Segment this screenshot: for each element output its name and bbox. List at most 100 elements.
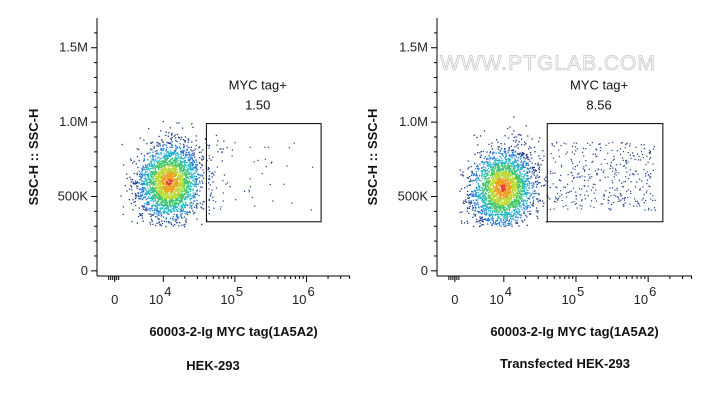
data-point bbox=[160, 193, 162, 195]
data-point bbox=[497, 197, 500, 199]
data-point bbox=[178, 169, 181, 171]
data-point bbox=[180, 214, 182, 217]
data-point bbox=[156, 209, 158, 212]
data-point bbox=[524, 179, 526, 181]
data-point bbox=[497, 203, 499, 206]
data-point bbox=[174, 206, 176, 209]
data-point bbox=[151, 174, 153, 176]
data-point bbox=[538, 166, 541, 168]
data-point bbox=[535, 170, 538, 172]
data-point bbox=[144, 193, 146, 196]
data-point bbox=[175, 172, 177, 174]
data-point bbox=[163, 167, 166, 169]
data-point bbox=[493, 192, 495, 195]
data-point bbox=[150, 197, 152, 199]
data-point bbox=[249, 178, 251, 180]
data-point bbox=[508, 209, 510, 211]
data-point bbox=[527, 171, 529, 173]
data-point bbox=[310, 209, 312, 211]
data-point bbox=[495, 164, 497, 166]
data-point bbox=[164, 197, 166, 199]
data-point bbox=[478, 187, 481, 189]
data-point bbox=[532, 203, 534, 205]
data-point bbox=[531, 166, 533, 168]
data-point bbox=[196, 191, 198, 193]
data-point bbox=[501, 168, 503, 170]
data-point bbox=[505, 171, 508, 173]
data-point bbox=[169, 201, 171, 203]
data-point bbox=[512, 216, 514, 218]
data-point bbox=[503, 201, 505, 203]
data-point bbox=[132, 199, 134, 201]
data-point bbox=[187, 154, 189, 156]
data-point bbox=[154, 205, 157, 208]
data-point bbox=[487, 191, 490, 194]
data-point bbox=[208, 175, 210, 177]
data-point bbox=[173, 184, 175, 186]
data-point bbox=[176, 163, 179, 165]
data-point bbox=[169, 210, 172, 212]
data-point bbox=[166, 190, 168, 193]
data-point bbox=[525, 157, 528, 159]
data-point bbox=[529, 192, 531, 194]
data-point bbox=[189, 182, 191, 184]
data-point bbox=[493, 156, 495, 158]
data-point bbox=[143, 186, 145, 189]
data-point bbox=[516, 165, 519, 167]
data-point bbox=[193, 185, 196, 187]
data-point bbox=[188, 151, 190, 154]
data-point bbox=[507, 212, 510, 214]
data-point bbox=[152, 158, 155, 160]
data-point bbox=[532, 173, 534, 175]
data-point bbox=[131, 221, 133, 223]
data-point bbox=[180, 138, 182, 140]
data-point bbox=[156, 179, 158, 181]
data-point bbox=[173, 190, 175, 193]
data-point bbox=[163, 178, 165, 180]
data-point bbox=[219, 148, 221, 150]
data-point bbox=[135, 204, 137, 207]
data-point bbox=[157, 157, 159, 159]
data-point bbox=[518, 165, 520, 168]
data-point bbox=[521, 154, 523, 157]
data-point bbox=[511, 170, 513, 173]
data-point bbox=[531, 204, 533, 206]
data-point bbox=[518, 181, 520, 183]
data-point bbox=[130, 178, 132, 180]
data-point bbox=[179, 194, 181, 197]
data-point bbox=[220, 206, 222, 208]
data-point bbox=[506, 212, 508, 214]
data-point bbox=[159, 190, 161, 192]
data-point bbox=[222, 200, 224, 202]
data-point bbox=[186, 148, 188, 150]
data-point bbox=[156, 184, 158, 186]
data-point bbox=[143, 206, 145, 208]
data-point bbox=[507, 179, 510, 181]
data-point bbox=[140, 153, 143, 155]
data-point bbox=[182, 151, 184, 153]
data-point bbox=[520, 172, 522, 174]
scatter-points bbox=[120, 120, 314, 228]
data-point bbox=[150, 161, 152, 163]
data-point bbox=[184, 197, 187, 199]
data-point bbox=[176, 194, 178, 196]
data-point bbox=[149, 186, 152, 188]
data-point bbox=[487, 184, 489, 186]
data-point bbox=[186, 145, 188, 147]
data-point bbox=[201, 180, 203, 182]
data-point bbox=[496, 173, 498, 175]
data-point bbox=[499, 201, 501, 203]
data-point bbox=[461, 211, 463, 213]
data-point bbox=[519, 177, 521, 179]
data-point bbox=[173, 183, 175, 185]
data-point bbox=[486, 174, 488, 177]
data-point bbox=[166, 205, 168, 207]
data-point bbox=[523, 207, 525, 209]
data-point bbox=[165, 154, 168, 156]
data-point bbox=[509, 185, 512, 187]
data-point bbox=[178, 189, 181, 191]
data-point bbox=[514, 213, 516, 215]
data-point bbox=[151, 170, 153, 172]
data-point bbox=[481, 200, 483, 202]
data-point bbox=[510, 164, 512, 167]
